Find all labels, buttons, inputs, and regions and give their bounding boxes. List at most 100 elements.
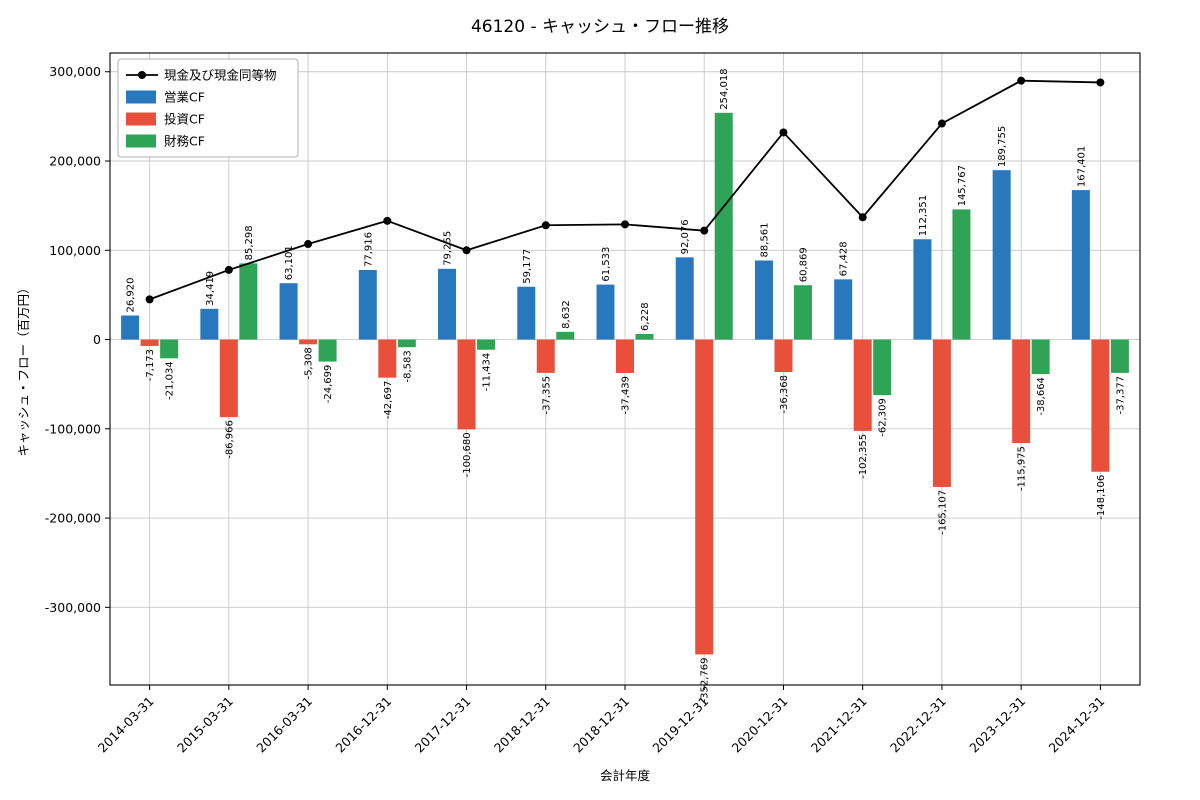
bar-value-label: 77,916 [363, 232, 374, 267]
bar-value-label: -148,106 [1096, 475, 1107, 520]
x-tick-label: 2022-12-31 [887, 694, 949, 756]
bar-investing-cf [616, 339, 634, 373]
y-tick-label: 100,000 [49, 243, 101, 258]
bar-value-label: -62,309 [878, 398, 889, 437]
bar-financing-cf [1110, 339, 1129, 373]
bar-financing-cf [239, 263, 258, 340]
chart-title: 46120 - キャッシュ・フロー推移 [470, 17, 730, 37]
x-tick-label: 2017-12-31 [412, 694, 474, 756]
legend-marker-cash-and-equivalents [138, 71, 146, 79]
bar-operating-cf [992, 170, 1011, 340]
bar-financing-cf [556, 331, 575, 340]
bar-financing-cf [873, 339, 892, 396]
bar-operating-cf [913, 239, 932, 340]
bar-value-label: 34,419 [205, 271, 216, 306]
bar-investing-cf [1012, 339, 1031, 444]
bar-operating-cf [754, 260, 773, 340]
bar-value-label: 145,767 [957, 165, 968, 206]
legend [117, 58, 299, 158]
bar-value-label: -165,107 [937, 490, 948, 535]
legend-label-operating-cf: 営業CF [164, 90, 205, 105]
bar-value-label: -100,680 [462, 432, 473, 477]
bar-value-label: 59,177 [522, 249, 533, 284]
bar-value-label: 8,632 [561, 300, 572, 329]
line-marker-cash-and-equivalents [541, 221, 550, 230]
bar-value-label: 63,101 [284, 245, 295, 280]
bar-financing-cf [477, 339, 496, 350]
line-marker-cash-and-equivalents [224, 265, 233, 274]
bar-value-label: 26,920 [126, 278, 137, 313]
bar-financing-cf [397, 339, 416, 348]
x-tick-label: 2023-12-31 [966, 694, 1028, 756]
bar-operating-cf [200, 308, 219, 340]
bar-value-label: -24,699 [323, 365, 334, 404]
bar-value-label: 67,428 [839, 241, 850, 276]
bar-financing-cf [952, 209, 971, 340]
bar-value-label: 88,561 [759, 222, 770, 257]
bar-value-label: 254,018 [719, 68, 730, 109]
bar-financing-cf [1031, 339, 1050, 375]
line-marker-cash-and-equivalents [383, 216, 392, 225]
bar-value-label: -21,034 [165, 361, 176, 400]
bar-operating-cf [596, 284, 615, 340]
y-tick-label: 200,000 [49, 154, 101, 169]
x-tick-label: 2014-03-31 [95, 694, 157, 756]
line-marker-cash-and-equivalents [1096, 78, 1105, 87]
bar-investing-cf [853, 339, 872, 431]
line-marker-cash-and-equivalents [304, 240, 313, 249]
bar-value-label: -5,308 [304, 347, 315, 379]
bar-investing-cf [140, 339, 159, 346]
bar-value-label: -115,975 [1017, 446, 1028, 491]
y-tick-label: -300,000 [45, 600, 101, 615]
legend-label-cash-and-equivalents: 現金及び現金同等物 [164, 68, 277, 83]
bar-value-label: -37,377 [1115, 376, 1126, 415]
bar-operating-cf [1071, 190, 1090, 340]
x-tick-label: 2018-12-31 [491, 694, 553, 756]
bar-operating-cf [834, 279, 853, 340]
bar-value-label: 6,228 [640, 302, 651, 331]
bar-financing-cf [635, 333, 654, 340]
line-marker-cash-and-equivalents [779, 128, 788, 137]
bar-investing-cf [457, 339, 476, 430]
bar-investing-cf [299, 339, 318, 345]
bar-investing-cf [1091, 339, 1110, 472]
x-tick-label: 2016-12-31 [332, 694, 394, 756]
bar-financing-cf [714, 112, 733, 340]
bar-operating-cf [438, 268, 457, 340]
bar-investing-cf [536, 339, 555, 373]
bar-investing-cf [378, 339, 397, 378]
bar-value-label: 79,255 [443, 231, 454, 266]
bar-value-label: -11,434 [482, 353, 493, 392]
line-marker-cash-and-equivalents [700, 226, 709, 235]
legend-swatch-investing-cf [126, 112, 156, 126]
bar-operating-cf [121, 315, 140, 340]
legend-label-financing-cf: 財務CF [164, 134, 205, 149]
bar-value-label: -36,368 [779, 375, 790, 414]
bar-investing-cf [219, 339, 238, 418]
bar-value-label: 92,076 [680, 219, 691, 254]
cashflow-chart: 26,920 34,419 63,101 77,916 79,255 59,177 61,5… [16, 52, 1141, 783]
line-marker-cash-and-equivalents [937, 119, 946, 128]
line-marker-cash-and-equivalents [858, 213, 867, 222]
bar-value-label: 61,533 [601, 247, 612, 282]
line-marker-cash-and-equivalents [462, 246, 471, 255]
line-marker-cash-and-equivalents [145, 295, 154, 304]
bar-value-label: -37,355 [541, 376, 552, 415]
bar-value-label: -42,697 [383, 381, 394, 420]
bar-value-label: 167,401 [1076, 146, 1087, 187]
bar-value-label: -8,583 [402, 350, 413, 382]
bar-value-label: -7,173 [145, 349, 156, 381]
bar-operating-cf [358, 269, 377, 340]
bar-value-label: -38,664 [1036, 377, 1047, 416]
bar-value-label: -37,439 [621, 376, 632, 415]
y-axis-label: キャッシュ・フロー（百万円） [16, 281, 31, 456]
legend-swatch-financing-cf [126, 134, 156, 148]
x-tick-label: 2024-12-31 [1046, 694, 1108, 756]
x-tick-label: 2019-12-31 [649, 694, 711, 756]
bar-value-label: -352,769 [700, 657, 711, 702]
x-tick-label: 2015-03-31 [174, 694, 236, 756]
bar-financing-cf [793, 285, 812, 340]
y-tick-label: -200,000 [45, 511, 101, 526]
y-tick-label: 0 [93, 332, 101, 347]
